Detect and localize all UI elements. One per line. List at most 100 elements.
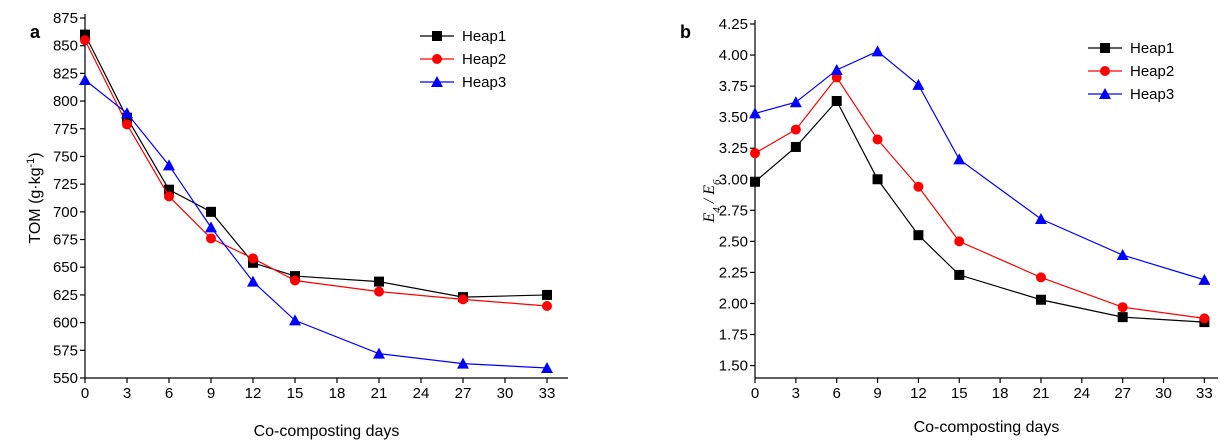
legend: Heap1 Heap2 Heap3 <box>1088 40 1174 103</box>
data-point <box>789 96 802 108</box>
y-tick-label: 3.50 <box>719 109 748 126</box>
data-point <box>80 35 90 46</box>
data-point <box>1035 272 1046 283</box>
data-point <box>750 148 760 159</box>
data-point <box>542 301 552 311</box>
y-tick-label: 2.25 <box>719 264 748 281</box>
y-tick-label: 700 <box>53 204 78 221</box>
y-tick-label: 750 <box>53 148 78 165</box>
y-tick-label: 800 <box>53 93 78 110</box>
x-axis-title: Co-composting days <box>914 419 1060 436</box>
y-axis-title-e6: E <box>701 185 718 196</box>
x-tick-label: 24 <box>1073 385 1090 402</box>
data-point <box>1116 249 1129 261</box>
series-line <box>84 79 548 369</box>
panel-letter: a <box>30 22 41 42</box>
data-point <box>872 134 883 145</box>
series-heap3 <box>79 74 553 374</box>
x-tick-label: 0 <box>751 385 759 402</box>
data-point <box>912 78 925 90</box>
data-point <box>289 314 301 326</box>
data-point <box>374 276 384 287</box>
y-tick-label: 2.75 <box>719 202 748 219</box>
y-tick-label: 550 <box>53 370 78 387</box>
series-heap1 <box>750 96 1210 328</box>
data-point <box>913 181 924 192</box>
y-axis-title-sub4: 4 <box>711 207 723 213</box>
x-tick-label: 18 <box>992 385 1009 402</box>
data-point <box>1117 312 1128 323</box>
x-tick-label: 6 <box>165 385 173 402</box>
data-point <box>248 253 258 264</box>
data-point <box>205 221 217 233</box>
data-point <box>953 153 966 165</box>
data-point <box>122 119 132 130</box>
x-tick-label: 3 <box>123 385 131 402</box>
x-tick-label: 15 <box>287 385 304 402</box>
data-point <box>457 357 469 369</box>
data-point <box>79 74 91 86</box>
x-tick-label: 24 <box>413 385 430 402</box>
x-tick-label: 0 <box>81 385 89 402</box>
y-tick-label: 575 <box>53 342 78 359</box>
legend-marker <box>432 54 442 64</box>
y-axis-title-e4: E <box>701 213 718 224</box>
y-tick-label: 650 <box>53 259 78 276</box>
legend-label: Heap2 <box>462 51 506 68</box>
data-point <box>749 107 761 119</box>
data-point <box>1034 213 1047 225</box>
y-tick-label: 775 <box>53 121 78 138</box>
data-point <box>830 63 843 75</box>
x-tick-label: 30 <box>497 385 514 402</box>
legend-label: Heap3 <box>1130 86 1174 103</box>
series-heap2 <box>80 35 552 311</box>
y-tick-label: 725 <box>53 176 78 193</box>
y-axis-title-main: TOM (g·kg <box>27 167 44 243</box>
data-point <box>206 233 216 244</box>
data-point <box>247 275 259 287</box>
y-tick-label: 2.50 <box>719 233 748 250</box>
data-point <box>541 362 553 374</box>
y-axis-title-sub6: 6 <box>711 179 723 185</box>
data-point <box>954 236 965 247</box>
data-point <box>374 286 384 297</box>
y-tick-label: 1.50 <box>719 358 748 375</box>
y-tick-label: 625 <box>53 287 78 304</box>
data-point <box>871 45 884 57</box>
y-axis-title-slash: / <box>701 195 718 207</box>
data-point <box>1198 273 1211 285</box>
legend-label: Heap3 <box>462 74 506 91</box>
data-point <box>290 275 300 286</box>
data-point <box>954 269 965 280</box>
y-axis-title: TOM (g·kg-1) <box>25 152 44 243</box>
data-point <box>164 191 174 202</box>
x-tick-label: 6 <box>833 385 841 402</box>
legend-marker <box>431 76 443 87</box>
y-tick-label: 875 <box>53 10 78 27</box>
legend-marker <box>432 31 442 41</box>
data-point <box>164 184 174 195</box>
data-point <box>163 159 175 171</box>
x-tick-label: 15 <box>951 385 968 402</box>
series-heap3 <box>749 45 1211 285</box>
data-point <box>1117 302 1128 313</box>
legend-marker <box>1100 66 1110 76</box>
x-tick-label: 33 <box>1196 385 1213 402</box>
y-tick-label: 1.75 <box>719 327 748 344</box>
x-tick-label: 18 <box>329 385 346 402</box>
data-point <box>80 29 90 40</box>
x-tick-label: 30 <box>1155 385 1172 402</box>
y-axis-title: E4 / E6 <box>701 179 723 224</box>
x-tick-label: 27 <box>455 385 472 402</box>
data-point <box>542 289 552 300</box>
y-tick-label: 850 <box>53 38 78 55</box>
legend-marker <box>1099 88 1111 99</box>
x-tick-label: 27 <box>1114 385 1131 402</box>
chart-panel-a: 0 3 6 9 12 15 18 21 24 27 30 33 550 575 600 625 650 675 70… <box>25 10 568 440</box>
data-point <box>121 107 133 119</box>
y-tick-label: 3.75 <box>719 78 748 95</box>
data-point <box>1035 294 1046 305</box>
legend-marker <box>1100 43 1110 53</box>
series-line <box>754 99 1205 323</box>
